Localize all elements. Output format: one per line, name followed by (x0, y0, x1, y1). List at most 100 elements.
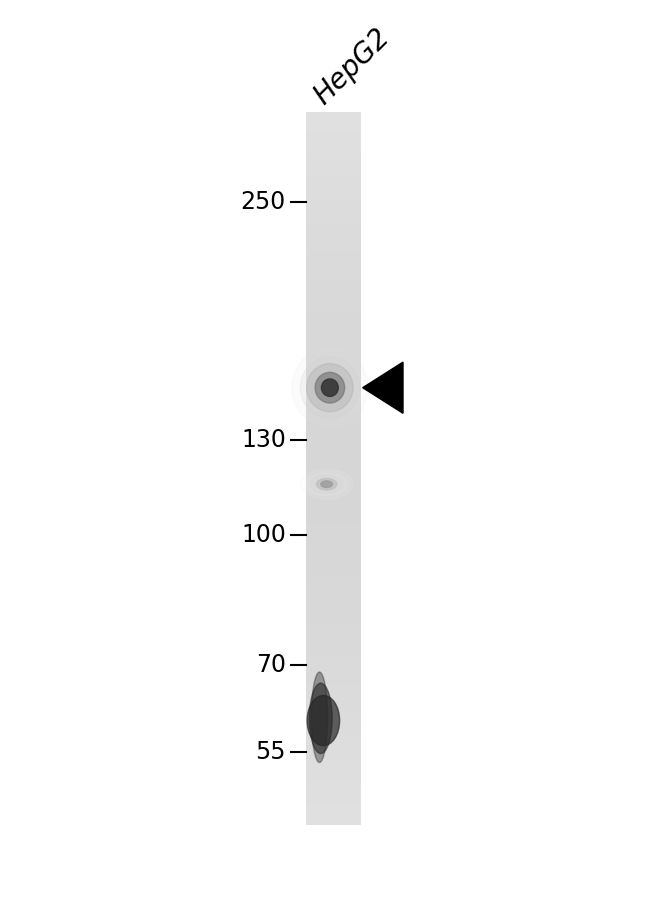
Bar (306, 499, 361, 502)
Bar (306, 538, 361, 540)
Bar (306, 314, 361, 317)
Bar (306, 708, 361, 711)
Bar (306, 704, 361, 706)
Bar (306, 773, 361, 775)
Bar (306, 454, 361, 457)
Bar (306, 759, 361, 761)
Bar (306, 386, 361, 388)
Bar (306, 333, 361, 336)
Bar (306, 262, 361, 264)
Bar (306, 732, 361, 735)
Ellipse shape (307, 364, 353, 412)
Bar (306, 300, 361, 302)
Bar (306, 426, 361, 428)
Bar (306, 590, 361, 592)
Bar (306, 609, 361, 612)
Bar (306, 433, 361, 436)
Bar (306, 424, 361, 426)
Bar (306, 452, 361, 454)
Bar (306, 317, 361, 319)
Bar (306, 224, 361, 227)
Bar (306, 302, 361, 305)
Bar (306, 571, 361, 573)
Bar (306, 625, 361, 628)
Bar (306, 248, 361, 251)
Bar (306, 787, 361, 789)
Bar (306, 457, 361, 460)
Bar (306, 227, 361, 228)
Bar (306, 669, 361, 670)
Bar (306, 286, 361, 288)
Ellipse shape (320, 481, 332, 487)
Bar (306, 681, 361, 682)
Bar (306, 416, 361, 419)
Bar (306, 201, 361, 203)
Bar (306, 160, 361, 162)
Bar (306, 251, 361, 252)
Bar (306, 169, 361, 172)
Bar (306, 222, 361, 224)
Bar (306, 308, 361, 309)
Bar (306, 236, 361, 239)
Bar (306, 297, 361, 300)
Bar (306, 138, 361, 141)
Bar (306, 217, 361, 219)
Bar (306, 552, 361, 554)
Bar (306, 205, 361, 207)
Bar (306, 483, 361, 485)
Bar (306, 735, 361, 737)
Bar (306, 595, 361, 597)
Bar (306, 530, 361, 533)
Bar (306, 355, 361, 357)
Bar (306, 239, 361, 240)
Bar (306, 618, 361, 621)
Bar (306, 293, 361, 296)
Bar (306, 507, 361, 509)
Bar (306, 478, 361, 481)
Bar (306, 810, 361, 813)
Ellipse shape (300, 357, 359, 418)
Bar (306, 592, 361, 595)
Bar (306, 797, 361, 799)
Bar (306, 165, 361, 167)
Bar (306, 449, 361, 452)
Bar (306, 228, 361, 231)
Bar (306, 490, 361, 493)
Bar (306, 666, 361, 669)
Bar (306, 112, 361, 115)
Bar (306, 329, 361, 331)
Ellipse shape (300, 470, 353, 499)
Bar (306, 568, 361, 571)
Bar (306, 388, 361, 391)
Bar (306, 409, 361, 412)
Bar (306, 284, 361, 286)
Bar (306, 146, 361, 148)
Bar (306, 343, 361, 345)
Bar (306, 723, 361, 726)
Bar (306, 400, 361, 402)
Bar (306, 493, 361, 495)
Bar (306, 398, 361, 400)
Bar (306, 714, 361, 716)
Bar (306, 485, 361, 488)
Bar (306, 189, 361, 191)
Bar (306, 436, 361, 437)
Bar (306, 193, 361, 195)
Bar (306, 402, 361, 404)
Bar (306, 412, 361, 414)
Bar (306, 374, 361, 376)
Bar (306, 203, 361, 205)
Bar (306, 585, 361, 588)
Bar (306, 281, 361, 284)
Bar (306, 505, 361, 507)
Bar (306, 794, 361, 797)
Bar (306, 809, 361, 810)
Ellipse shape (317, 478, 337, 490)
Bar (306, 312, 361, 314)
Bar (306, 381, 361, 383)
Bar (306, 407, 361, 409)
Bar (306, 514, 361, 517)
Bar (306, 675, 361, 678)
Bar (306, 782, 361, 785)
Bar (306, 379, 361, 381)
